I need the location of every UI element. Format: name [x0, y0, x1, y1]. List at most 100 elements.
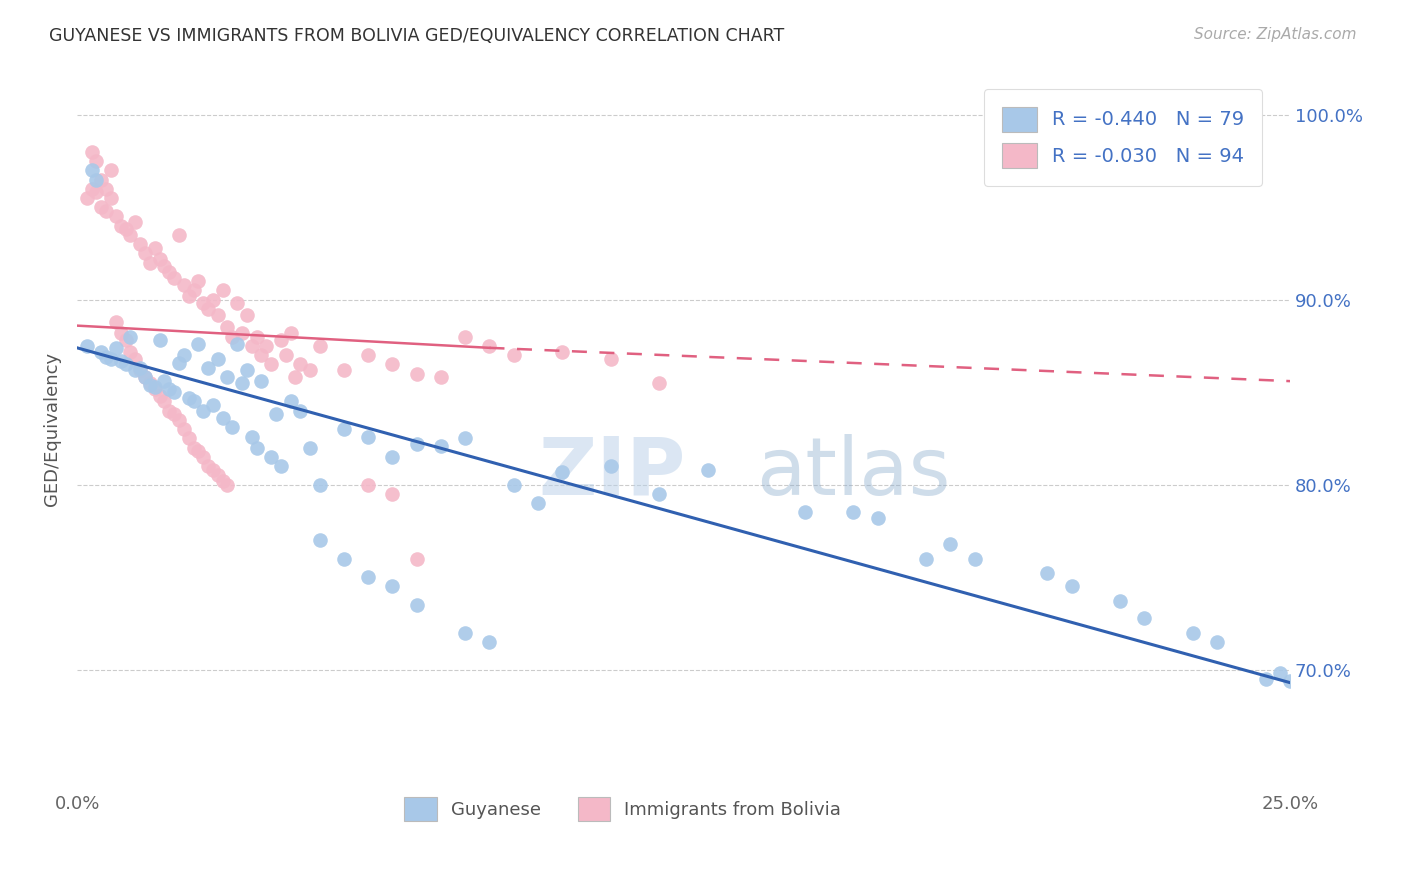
Point [187, 444, 209, 458]
Point [124, 363, 146, 377]
Point [157, 403, 180, 417]
Point [226, 296, 249, 310]
Point [96, 182, 118, 196]
Point [502, 477, 524, 491]
Point [96, 203, 118, 218]
Point [226, 337, 249, 351]
Point [333, 363, 356, 377]
Point [183, 284, 205, 298]
Point [173, 422, 195, 436]
Point [211, 284, 233, 298]
Text: ZIP: ZIP [538, 434, 685, 511]
Point [648, 487, 671, 501]
Point [139, 377, 162, 392]
Text: Source: ZipAtlas.com: Source: ZipAtlas.com [1194, 27, 1357, 42]
Point [357, 570, 380, 584]
Point [197, 301, 219, 316]
Point [405, 598, 427, 612]
Point [129, 361, 152, 376]
Point [260, 450, 283, 464]
Point [231, 326, 253, 340]
Point [599, 351, 621, 366]
Point [236, 363, 259, 377]
Point [274, 348, 297, 362]
Point [120, 330, 142, 344]
Point [193, 296, 215, 310]
Point [187, 337, 209, 351]
Text: atlas: atlas [756, 434, 950, 511]
Point [114, 222, 136, 236]
Point [167, 356, 190, 370]
Point [217, 477, 239, 491]
Point [86, 154, 108, 169]
Point [405, 367, 427, 381]
Point [177, 432, 200, 446]
Point [148, 389, 170, 403]
Point [696, 463, 718, 477]
Point [280, 394, 302, 409]
Point [264, 408, 287, 422]
Point [100, 163, 122, 178]
Point [86, 186, 108, 200]
Point [381, 450, 404, 464]
Point [527, 496, 550, 510]
Point [183, 441, 205, 455]
Text: GUYANESE VS IMMIGRANTS FROM BOLIVIA GED/EQUIVALENCY CORRELATION CHART: GUYANESE VS IMMIGRANTS FROM BOLIVIA GED/… [49, 27, 785, 45]
Point [236, 308, 259, 322]
Point [454, 330, 477, 344]
Point [157, 382, 180, 396]
Point [80, 145, 103, 159]
Point [1109, 594, 1132, 608]
Point [357, 477, 380, 491]
Point [110, 326, 132, 340]
Point [110, 219, 132, 233]
Point [381, 579, 404, 593]
Point [284, 370, 307, 384]
Point [1036, 566, 1059, 581]
Point [551, 344, 574, 359]
Point [246, 441, 269, 455]
Point [143, 241, 166, 255]
Point [139, 256, 162, 270]
Point [454, 625, 477, 640]
Point [148, 252, 170, 266]
Point [90, 172, 112, 186]
Point [124, 215, 146, 229]
Point [197, 459, 219, 474]
Point [381, 487, 404, 501]
Point [250, 348, 273, 362]
Point [153, 260, 176, 274]
Point [333, 422, 356, 436]
Point [134, 246, 156, 260]
Point [221, 330, 243, 344]
Point [1279, 673, 1302, 688]
Point [197, 361, 219, 376]
Point [405, 551, 427, 566]
Point [100, 351, 122, 366]
Point [90, 200, 112, 214]
Point [114, 358, 136, 372]
Point [1254, 672, 1277, 686]
Point [167, 227, 190, 242]
Point [173, 348, 195, 362]
Point [148, 334, 170, 348]
Point [143, 382, 166, 396]
Point [114, 334, 136, 348]
Point [211, 411, 233, 425]
Point [193, 403, 215, 417]
Point [430, 370, 453, 384]
Point [231, 376, 253, 390]
Point [866, 511, 889, 525]
Point [240, 339, 263, 353]
Point [157, 265, 180, 279]
Point [129, 363, 152, 377]
Point [648, 376, 671, 390]
Point [1133, 611, 1156, 625]
Point [217, 370, 239, 384]
Point [104, 315, 127, 329]
Point [963, 551, 986, 566]
Point [502, 348, 524, 362]
Point [478, 635, 501, 649]
Point [308, 339, 330, 353]
Point [270, 334, 292, 348]
